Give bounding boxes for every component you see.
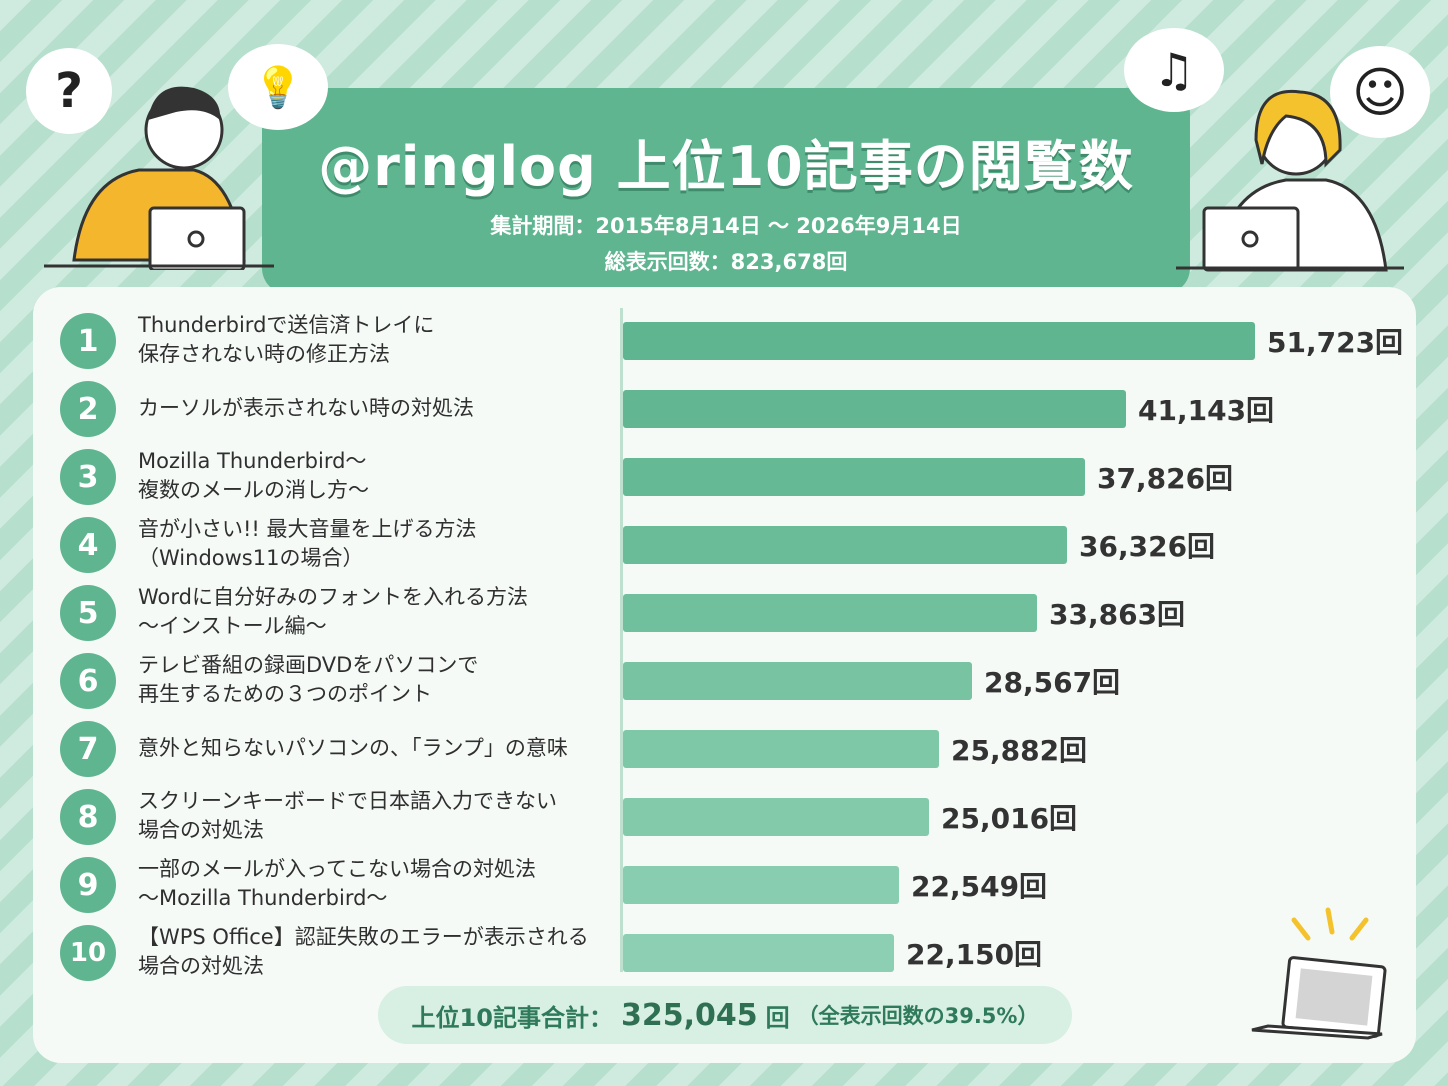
rank-badge: 8 [60, 789, 116, 845]
value-label: 36,326回 [1079, 530, 1215, 563]
value-label: 25,016回 [941, 802, 1077, 835]
bar [623, 730, 939, 768]
summary-label: 上位10記事合計： [411, 1003, 613, 1032]
music-note-bubble-icon: ♫ [1124, 28, 1224, 112]
article-title: スクリーンキーボードで日本語入力できない 場合の対処法 [138, 789, 557, 842]
value-label: 41,143回 [1138, 394, 1274, 427]
lightbulb-bubble-icon: 💡 [228, 44, 328, 130]
bar [623, 594, 1037, 632]
summary-unit: 回 [765, 1003, 790, 1032]
value-label: 28,567回 [984, 666, 1120, 699]
bar [623, 322, 1255, 360]
article-title: 意外と知らないパソコンの、「ランプ」の意味 [138, 735, 568, 760]
rank-badge: 1 [60, 313, 116, 369]
rank-badge: 10 [60, 925, 116, 981]
happy-woman-illustration [1176, 89, 1404, 272]
article-title: 音が小さい!! 最大音量を上げる方法 （Windows11の場合） [138, 517, 477, 570]
article-title: Thunderbirdで送信済トレイに 保存されない時の修正方法 [138, 313, 435, 366]
axis-divider [620, 308, 623, 972]
rank-badge: 9 [60, 857, 116, 913]
summary-pill: 上位10記事合計： 325,045 回 （全表示回数の39.5%） [378, 986, 1072, 1044]
thinking-man-illustration [44, 86, 274, 270]
bar [623, 662, 972, 700]
rank-badge: 5 [60, 585, 116, 641]
value-label: 51,723回 [1267, 326, 1403, 359]
bar [623, 798, 929, 836]
bar [623, 866, 899, 904]
rank-badge: 6 [60, 653, 116, 709]
page-title: @ringlog 上位10記事の閲覧数 [318, 135, 1134, 198]
value-label: 37,826回 [1097, 462, 1233, 495]
article-title: テレビ番組の録画DVDをパソコンで 再生するための３つのポイント [138, 653, 479, 706]
rank-badge: 3 [60, 449, 116, 505]
summary-note: （全表示回数の39.5%） [797, 1004, 1039, 1028]
header-banner: @ringlog 上位10記事の閲覧数 集計期間：2015年8月14日 〜 20… [262, 88, 1190, 294]
rank-badge: 4 [60, 517, 116, 573]
question-bubble-icon: ? [26, 48, 112, 134]
value-label: 22,150回 [906, 938, 1042, 971]
value-label: 22,549回 [911, 870, 1047, 903]
value-label: 33,863回 [1049, 598, 1185, 631]
laptop-illustration [1251, 907, 1387, 1040]
bar [623, 458, 1085, 496]
bar [623, 526, 1067, 564]
total-views-text: 総表示回数：823,678回 [604, 250, 848, 274]
value-label: 25,882回 [951, 734, 1087, 767]
article-title: Mozilla Thunderbird〜 複数のメールの消し方〜 [138, 449, 369, 502]
rank-badge: 7 [60, 721, 116, 777]
bar [623, 934, 894, 972]
article-title: Wordに自分好みのフォントを入れる方法 〜インストール編〜 [138, 585, 528, 638]
smile-bubble-icon: ☺ [1330, 46, 1430, 138]
summary-value: 325,045 [620, 997, 758, 1033]
bar [623, 390, 1126, 428]
article-title: 一部のメールが入ってこない場合の対処法 〜Mozilla Thunderbird… [138, 857, 536, 910]
article-title: カーソルが表示されない時の対処法 [138, 395, 474, 420]
rank-badge: 2 [60, 381, 116, 437]
period-text: 集計期間：2015年8月14日 〜 2026年9月14日 [490, 214, 962, 238]
article-title: 【WPS Office】認証失敗のエラーが表示される 場合の対処法 [138, 925, 589, 978]
